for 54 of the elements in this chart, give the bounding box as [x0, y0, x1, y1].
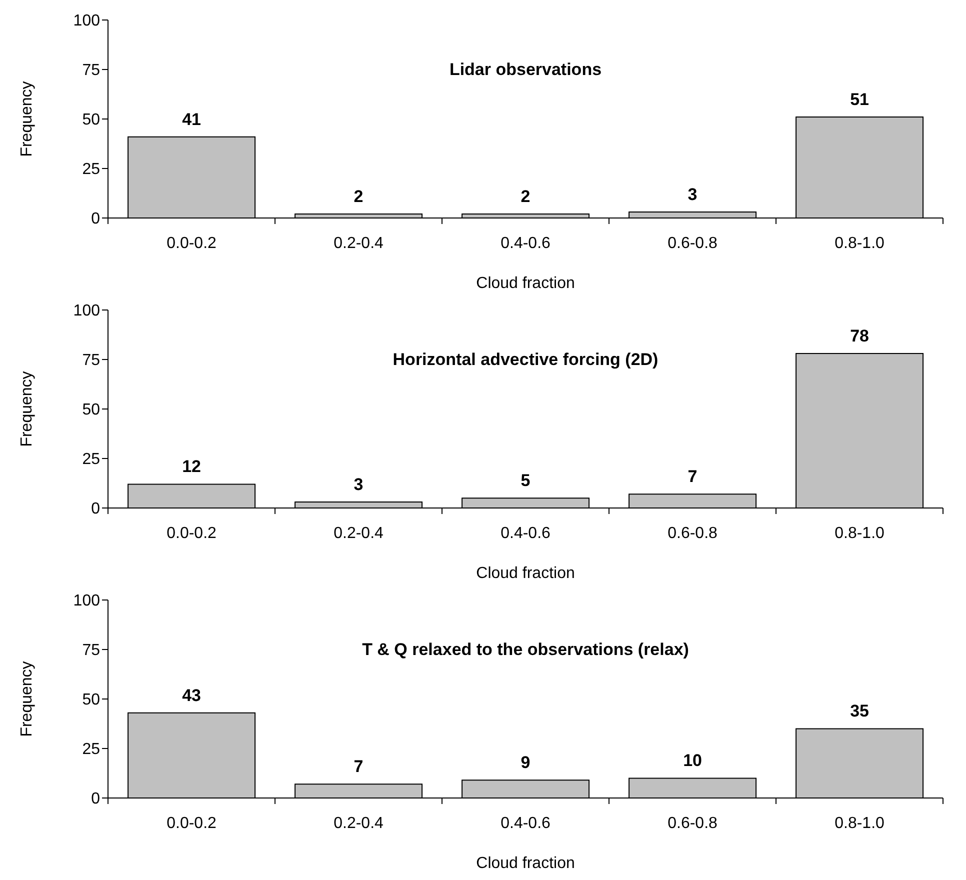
- y-tick-label: 75: [82, 352, 100, 370]
- y-tick-label: 25: [82, 741, 100, 758]
- data-label: 5: [520, 471, 530, 490]
- x-tick-label: 0.0-0.2: [166, 525, 217, 542]
- data-label: 78: [850, 326, 869, 346]
- x-tick-label: 0.6-0.8: [668, 525, 718, 542]
- y-tick-label: 75: [82, 642, 100, 660]
- x-tick-label: 0.4-0.6: [500, 235, 551, 252]
- y-axis-title: Frequency: [18, 371, 36, 447]
- data-label: 7: [688, 467, 698, 486]
- y-tick-label: 50: [82, 402, 100, 419]
- x-tick-label: 0.6-0.8: [668, 815, 718, 832]
- data-label: 2: [520, 187, 530, 206]
- y-tick-label: 75: [82, 62, 100, 80]
- y-tick-label: 50: [82, 112, 100, 129]
- data-label: 7: [354, 757, 364, 776]
- data-label: 10: [683, 751, 702, 770]
- text: T & Q relaxed to the observations (relax): [361, 640, 690, 660]
- y-axis-title: Frequency: [18, 81, 36, 157]
- data-label: 43: [182, 686, 201, 705]
- y-tick-label: 100: [73, 592, 100, 610]
- y-tick-label: 0: [91, 790, 100, 808]
- x-tick-label: 0.4-0.6: [500, 525, 551, 542]
- text: Lidar observations: [448, 60, 603, 80]
- y-tick-label: 25: [82, 451, 100, 468]
- data-label: 35: [850, 702, 869, 721]
- x-tick-label: 0.8-1.0: [834, 815, 885, 832]
- data-label: 3: [688, 185, 698, 204]
- y-axis-title: Frequency: [18, 661, 36, 737]
- data-label: 41: [182, 110, 201, 129]
- data-label: 3: [354, 475, 364, 494]
- y-tick-label: 0: [91, 500, 100, 518]
- x-tick-label: 0.8-1.0: [834, 235, 885, 252]
- x-tick-label: 0.8-1.0: [834, 525, 885, 542]
- text: Horizontal advective forcing (2D): [392, 350, 660, 370]
- y-tick-label: 25: [82, 161, 100, 178]
- x-tick-label: 0.2-0.4: [334, 815, 384, 832]
- x-tick-label: 0.0-0.2: [166, 235, 217, 252]
- x-tick-label: 0.6-0.8: [668, 235, 718, 252]
- x-tick-label: 0.2-0.4: [334, 235, 384, 252]
- x-tick-label: 0.4-0.6: [500, 815, 551, 832]
- y-tick-label: 100: [73, 302, 100, 320]
- x-axis-title: Cloud fraction: [476, 855, 575, 872]
- x-axis-title: Cloud fraction: [476, 565, 575, 582]
- x-tick-label: 0.0-0.2: [166, 815, 217, 832]
- data-label: 51: [850, 90, 869, 110]
- data-label: 12: [182, 457, 201, 476]
- data-label: 9: [520, 753, 530, 772]
- y-tick-label: 50: [82, 692, 100, 709]
- x-tick-label: 0.2-0.4: [334, 525, 384, 542]
- x-axis-title: Cloud fraction: [476, 275, 575, 292]
- y-tick-label: 0: [91, 210, 100, 228]
- y-tick-label: 100: [73, 12, 100, 30]
- data-label: 2: [354, 187, 364, 206]
